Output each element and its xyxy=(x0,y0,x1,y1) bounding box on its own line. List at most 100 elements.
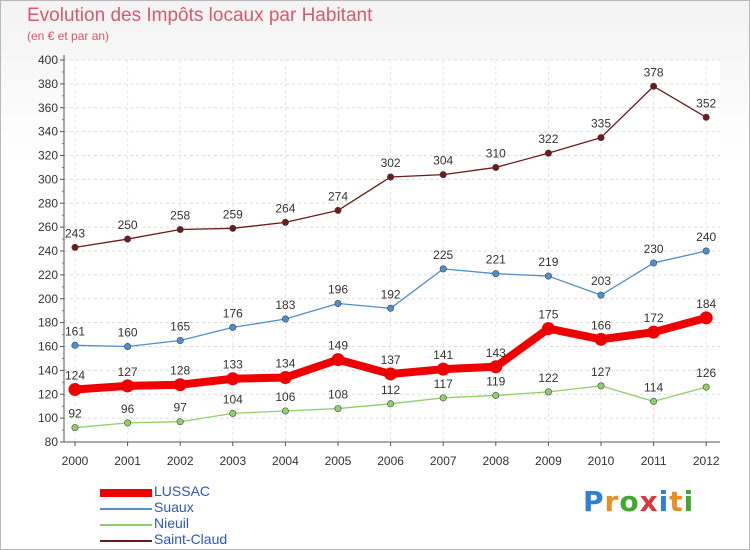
chart-subtitle: (en € et par an) xyxy=(27,29,110,43)
data-label-lussac: 175 xyxy=(538,308,558,322)
data-point-suaux xyxy=(387,304,395,312)
y-tick-label: 300 xyxy=(38,172,58,186)
data-point-nieuil xyxy=(597,382,605,390)
data-label-suaux: 192 xyxy=(381,287,401,301)
data-label-lussac: 141 xyxy=(433,348,453,362)
logo-letter: t xyxy=(669,485,684,518)
legend-swatch-saint-claud xyxy=(100,540,152,542)
legend-item-lussac: LUSSAC xyxy=(100,483,320,500)
y-tick-label: 180 xyxy=(38,316,58,330)
legend-item-suaux: Suaux xyxy=(100,499,320,516)
data-label-suaux: 225 xyxy=(433,248,453,262)
data-point-nieuil xyxy=(176,418,184,426)
legend-label-lussac: LUSSAC xyxy=(154,483,211,499)
data-point-saint-claud xyxy=(439,171,447,179)
data-label-suaux: 240 xyxy=(696,230,716,244)
data-point-lussac xyxy=(173,378,187,392)
data-label-saint-claud: 258 xyxy=(170,209,190,223)
data-label-suaux: 165 xyxy=(170,320,190,334)
y-tick-label: 140 xyxy=(38,363,58,377)
data-point-nieuil xyxy=(492,391,500,399)
data-point-saint-claud xyxy=(387,173,395,181)
data-label-saint-claud: 302 xyxy=(381,156,401,170)
data-label-saint-claud: 250 xyxy=(118,218,138,232)
data-point-suaux xyxy=(597,291,605,299)
legend-label-nieuil: Nieuil xyxy=(154,515,190,531)
data-label-saint-claud: 310 xyxy=(486,146,506,160)
data-point-suaux xyxy=(124,342,132,350)
data-point-nieuil xyxy=(124,419,132,427)
data-point-nieuil xyxy=(387,400,395,408)
data-point-lussac xyxy=(436,362,450,376)
y-tick-label: 120 xyxy=(38,387,58,401)
data-label-lussac: 166 xyxy=(591,318,611,332)
data-label-nieuil: 104 xyxy=(223,392,243,406)
data-point-suaux xyxy=(492,270,500,278)
y-tick-label: 340 xyxy=(38,125,58,139)
data-label-nieuil: 114 xyxy=(644,380,663,394)
x-tick-label: 2002 xyxy=(167,454,194,468)
data-label-nieuil: 127 xyxy=(591,365,611,379)
data-point-saint-claud xyxy=(229,224,237,232)
data-point-nieuil xyxy=(544,388,552,396)
y-tick-label: 200 xyxy=(38,292,58,306)
data-point-lussac xyxy=(331,353,345,367)
data-point-nieuil xyxy=(71,424,79,432)
data-label-suaux: 196 xyxy=(328,283,348,297)
x-tick-label: 2000 xyxy=(62,454,89,468)
data-label-lussac: 127 xyxy=(118,365,138,379)
legend-swatch-lussac xyxy=(100,489,152,497)
data-point-suaux xyxy=(176,337,184,345)
x-tick-label: 2007 xyxy=(430,454,457,468)
y-tick-label: 80 xyxy=(45,435,59,449)
data-point-lussac xyxy=(68,382,82,396)
x-tick-label: 2006 xyxy=(377,454,404,468)
x-tick-label: 2012 xyxy=(693,454,720,468)
data-label-lussac: 134 xyxy=(275,357,295,371)
chart-title: Evolution des Impôts locaux par Habitant xyxy=(27,5,373,26)
data-label-suaux: 203 xyxy=(591,274,611,288)
data-point-nieuil xyxy=(229,409,237,417)
data-label-lussac: 172 xyxy=(644,311,664,325)
data-label-lussac: 128 xyxy=(170,364,190,378)
data-label-nieuil: 106 xyxy=(275,390,295,404)
data-label-saint-claud: 243 xyxy=(65,226,85,240)
data-point-lussac xyxy=(489,360,503,374)
data-label-nieuil: 108 xyxy=(328,388,348,402)
data-point-lussac xyxy=(226,372,240,386)
data-point-saint-claud xyxy=(544,149,552,157)
legend-swatch-suaux xyxy=(100,508,152,510)
data-label-nieuil: 96 xyxy=(121,402,135,416)
y-tick-label: 220 xyxy=(38,268,58,282)
data-point-nieuil xyxy=(439,394,447,402)
data-point-lussac xyxy=(594,332,608,346)
logo-letter: r xyxy=(604,485,620,518)
data-label-nieuil: 97 xyxy=(174,401,188,415)
data-label-suaux: 230 xyxy=(644,242,664,256)
y-tick-label: 260 xyxy=(38,220,58,234)
data-label-suaux: 221 xyxy=(486,253,506,267)
x-tick-label: 2003 xyxy=(219,454,246,468)
data-point-lussac xyxy=(121,379,135,393)
data-point-saint-claud xyxy=(71,243,79,251)
legend-label-saint-claud: Saint-Claud xyxy=(154,531,228,547)
data-label-lussac: 143 xyxy=(486,346,506,360)
data-label-saint-claud: 322 xyxy=(538,132,558,146)
data-label-nieuil: 122 xyxy=(538,371,558,385)
data-point-nieuil xyxy=(650,397,658,405)
y-tick-label: 240 xyxy=(38,244,58,258)
data-point-saint-claud xyxy=(281,218,289,226)
data-label-lussac: 137 xyxy=(381,353,401,367)
data-point-saint-claud xyxy=(492,163,500,171)
x-tick-label: 2001 xyxy=(114,454,141,468)
data-point-suaux xyxy=(334,300,342,308)
legend-item-saint-claud: Saint-Claud xyxy=(100,531,320,548)
data-label-lussac: 184 xyxy=(696,297,716,311)
x-tick-label: 2010 xyxy=(588,454,615,468)
y-tick-label: 400 xyxy=(38,53,58,67)
y-tick-label: 280 xyxy=(38,196,58,210)
y-tick-label: 360 xyxy=(38,101,58,115)
data-point-saint-claud xyxy=(334,206,342,214)
data-label-saint-claud: 352 xyxy=(696,96,716,110)
